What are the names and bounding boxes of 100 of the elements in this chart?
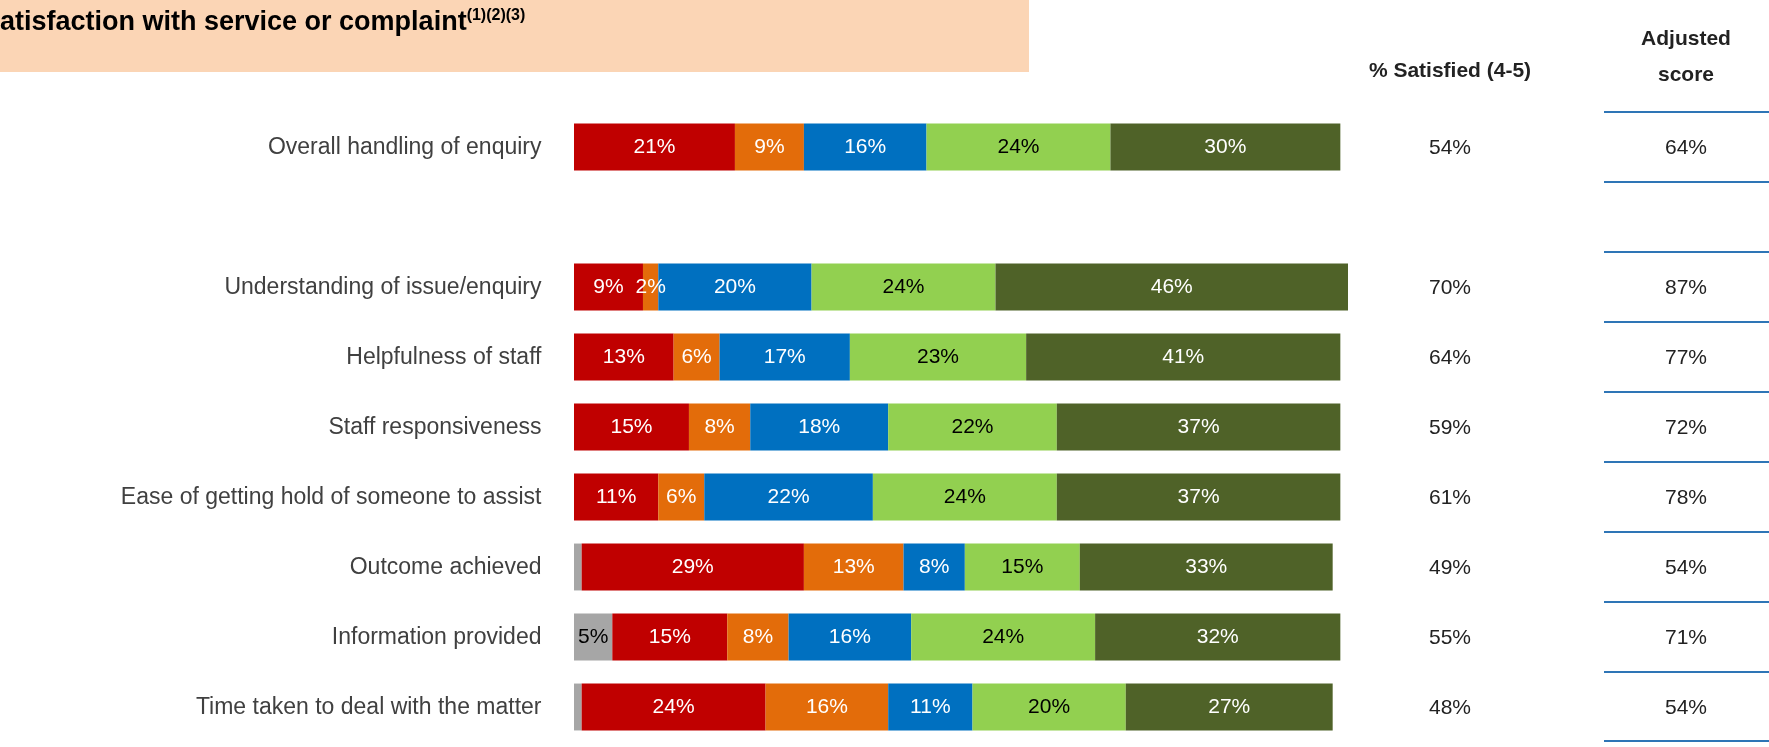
data-label: 37% [1177,484,1220,507]
data-label: 23% [916,344,960,367]
data-label: 37% [1177,414,1220,437]
data-label: 15% [610,414,653,437]
bar [803,123,927,171]
text: 64% [1664,135,1708,159]
data-label: 6% [681,344,712,367]
data-label: 22% [951,414,994,437]
text: 61% [1428,485,1472,509]
data-label: 9% [754,134,785,157]
bar [872,473,1057,521]
data-label: 8% [742,624,774,647]
text: 77% [1664,345,1708,369]
text: 72% [1664,415,1708,439]
data-label: 24% [652,694,695,717]
bar [972,683,1126,731]
bar [1110,123,1341,171]
data-label: 33% [1185,554,1228,577]
bar [612,613,728,661]
data-label: 41% [1162,344,1205,367]
bar [719,333,850,381]
data-label: 24% [997,134,1040,157]
text: 54% [1428,135,1472,159]
data-label: 15% [648,624,691,647]
data-label: 29% [671,554,714,577]
y-tick-label: Time taken to deal with the matter [195,693,542,719]
data-label: 18% [798,414,841,437]
data-label: 46% [1150,274,1193,297]
text: 64% [1428,345,1472,369]
text: 48% [1428,695,1472,719]
bar [574,333,674,381]
data-label: 17% [763,344,806,367]
y-tick-label: Staff responsiveness [328,413,542,439]
data-label: 13% [832,554,875,577]
y-tick-label: Overall handling of enquiry [267,133,542,159]
y-tick-label: Understanding of issue/enquiry [224,273,542,299]
bar [926,123,1111,171]
bar [765,683,889,731]
bar [574,123,735,171]
data-label: 24% [882,274,925,297]
bar [964,543,1080,591]
data-label: 11% [910,694,951,717]
data-label: 30% [1204,134,1247,157]
bar [1079,543,1333,591]
data-label: 24% [982,624,1025,647]
bar [1026,333,1341,381]
y-tick-label: Outcome achieved [349,553,542,579]
bar [581,543,804,591]
bar [788,613,912,661]
text: 70% [1428,275,1472,299]
bar [1125,683,1333,731]
data-label: 11% [595,484,637,507]
bar [734,123,804,171]
data-label: 13% [602,344,645,367]
y-tick-label: Information provided [331,623,542,649]
bar [704,473,873,521]
text: % Satisfied (4-5) [1368,58,1532,82]
bar [803,543,904,591]
bar [911,613,1096,661]
text: 87% [1664,275,1708,299]
bar [574,473,659,521]
bar [1095,613,1341,661]
data-label: 8% [919,554,950,577]
text: atisfaction with service or complaint$^{(1)(2)(3)}$ [0,0,1029,72]
data-label: 20% [713,274,756,297]
bar [1056,473,1341,521]
text: 49% [1428,555,1472,579]
text: 55% [1428,625,1472,649]
text: 54% [1664,695,1708,719]
data-label: 21% [633,134,676,157]
data-label: 32% [1196,624,1239,647]
bar [811,263,996,311]
bar [849,333,1027,381]
text: 78% [1664,485,1708,509]
data-label: 5% [577,624,609,647]
text: 71% [1664,625,1708,649]
bar [888,403,1057,451]
bar [995,263,1348,311]
bar [750,403,889,451]
data-label: 24% [943,484,986,507]
bar [574,683,582,731]
data-label: 22% [767,484,810,507]
text: 59% [1428,415,1472,439]
bar [581,683,766,731]
text: 54% [1664,555,1708,579]
data-label: 16% [828,624,871,647]
y-tick-label: Ease of getting hold of someone to assist [120,483,543,509]
bar [888,683,973,731]
bar [574,403,689,451]
bar [1056,403,1341,451]
bar [727,613,789,661]
data-label: 8% [704,414,735,437]
data-label: 27% [1208,694,1251,717]
data-label: 9% [593,274,624,297]
y-tick-label: Helpfulness of staff [346,343,543,369]
data-label: 15% [1001,554,1044,577]
data-label: 16% [805,694,848,717]
bar [574,543,582,591]
text: Adjusted score [1641,26,1731,86]
data-label: 6% [666,484,697,507]
